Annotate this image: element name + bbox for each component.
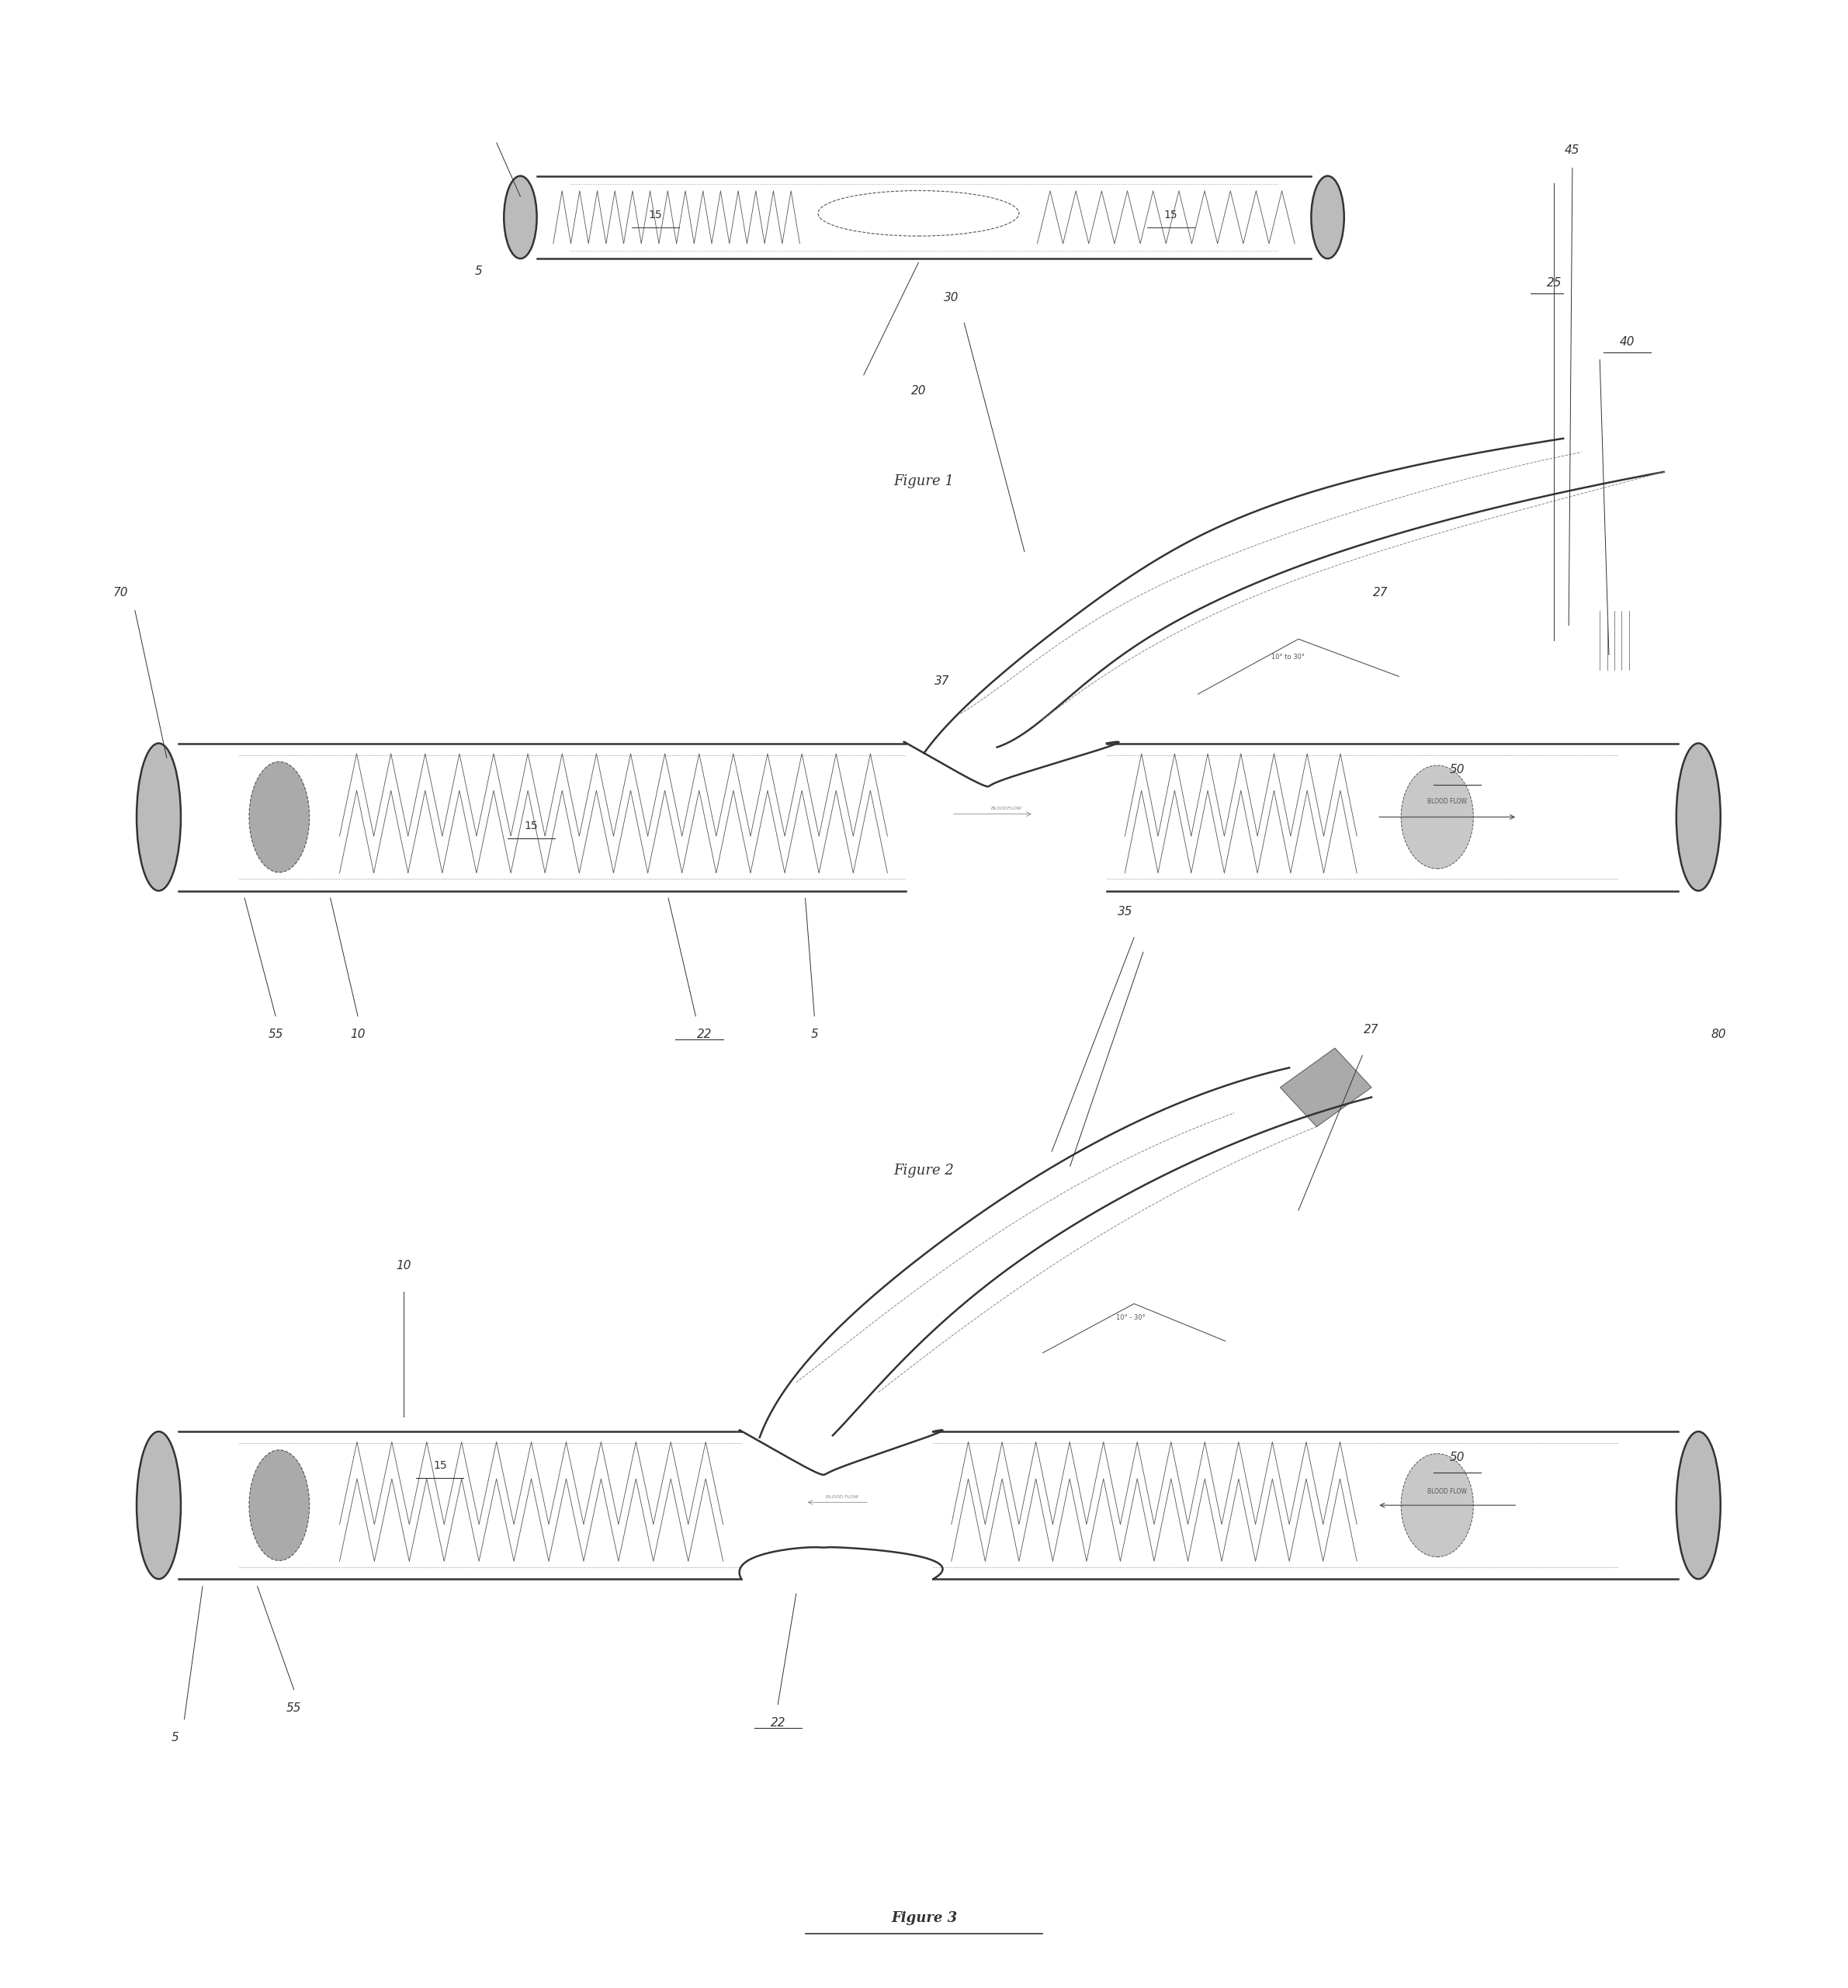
Text: 50: 50 <box>1449 763 1465 775</box>
Text: 5: 5 <box>172 1732 179 1743</box>
Text: 15: 15 <box>432 1459 447 1471</box>
Text: BLOOD FLOW: BLOOD FLOW <box>1427 797 1467 805</box>
Text: 5: 5 <box>475 264 482 276</box>
Text: 15: 15 <box>649 211 662 221</box>
Text: BLOOD FLOW: BLOOD FLOW <box>1427 1489 1467 1495</box>
Text: 40: 40 <box>1619 336 1635 348</box>
Text: Figure 3: Figure 3 <box>891 1910 957 1924</box>
Text: 20: 20 <box>911 386 926 396</box>
Text: 25: 25 <box>1547 276 1562 288</box>
Text: 15: 15 <box>525 821 538 831</box>
Text: 22: 22 <box>771 1718 785 1730</box>
Text: 10° to 30°: 10° to 30° <box>1271 654 1305 660</box>
Text: 10° - 30°: 10° - 30° <box>1116 1314 1146 1320</box>
Text: 37: 37 <box>935 676 950 686</box>
Text: 10: 10 <box>351 1030 366 1040</box>
Text: 35: 35 <box>1118 907 1133 918</box>
Text: 80: 80 <box>1711 1030 1726 1040</box>
Text: 27: 27 <box>1364 1024 1379 1036</box>
Ellipse shape <box>1676 744 1720 891</box>
Text: 55: 55 <box>268 1030 283 1040</box>
Text: Figure 2: Figure 2 <box>894 1165 954 1179</box>
Text: BLOOD FLOW: BLOOD FLOW <box>826 1495 857 1499</box>
Text: 50: 50 <box>1449 1451 1465 1463</box>
Ellipse shape <box>1312 177 1343 258</box>
Text: 55: 55 <box>286 1702 301 1714</box>
Polygon shape <box>1281 1048 1371 1127</box>
Ellipse shape <box>137 1431 181 1578</box>
Text: 30: 30 <box>944 292 959 302</box>
Text: 45: 45 <box>1565 143 1580 155</box>
Text: BLOODFLOW: BLOODFLOW <box>991 807 1022 811</box>
Text: 27: 27 <box>1373 586 1388 598</box>
Ellipse shape <box>1401 1453 1473 1557</box>
Ellipse shape <box>1401 765 1473 869</box>
Ellipse shape <box>249 761 309 873</box>
Ellipse shape <box>249 1449 309 1561</box>
Ellipse shape <box>137 744 181 891</box>
Ellipse shape <box>1676 1431 1720 1578</box>
Text: 22: 22 <box>697 1030 711 1040</box>
Ellipse shape <box>505 177 536 258</box>
Text: Figure 1: Figure 1 <box>894 475 954 489</box>
Text: 70: 70 <box>113 586 128 598</box>
Text: 10: 10 <box>395 1260 410 1272</box>
Text: 5: 5 <box>811 1030 819 1040</box>
Text: 15: 15 <box>1164 211 1177 221</box>
